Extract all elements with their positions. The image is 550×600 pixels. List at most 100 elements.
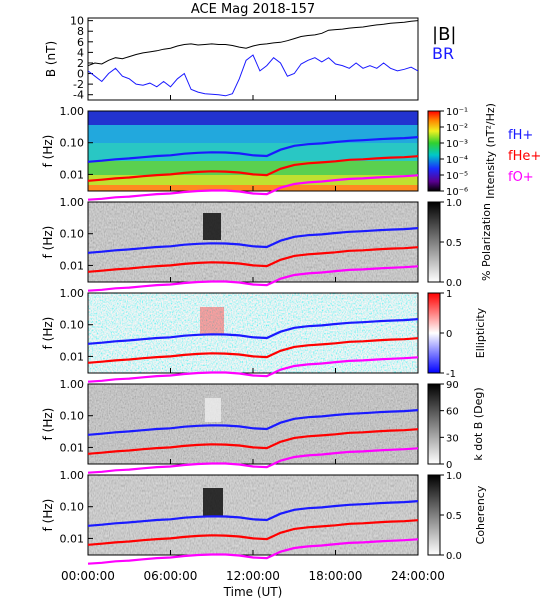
- freq-y-tick-label: 0.01: [60, 168, 85, 181]
- colorbar-intensity: [427, 110, 441, 192]
- x-axis: 00:00:00 06:00:00 12:00:00 18:00:00 24:00:00: [61, 95, 445, 583]
- gyro-line-fhe-plus: [87, 337, 419, 364]
- gyro-line-fhe-plus: [87, 519, 419, 546]
- panel-polarization: [87, 201, 441, 283]
- b-y-tick-label: 8: [77, 25, 84, 38]
- gyro-line-fo-plus: [87, 356, 419, 383]
- colorbar-ellipticity: [427, 292, 441, 374]
- gyro-line-fhe-plus: [87, 428, 419, 455]
- colorbar-tick-label: -1: [446, 369, 456, 380]
- colorbar-tick-label: 10⁻⁶: [446, 187, 468, 198]
- b-y-tick-label: 0: [77, 68, 84, 81]
- legend-b-magnitude: |B|: [432, 24, 456, 45]
- gyro-line-fo-plus: [87, 174, 419, 201]
- colorbar-tick-label: 30: [446, 433, 459, 444]
- colorbar-tick-label: 10⁻¹: [446, 107, 468, 118]
- colorbar-intensity-label: Intensity (nT²/Hz): [484, 103, 497, 199]
- legend-f-h-plus: fH+: [508, 128, 533, 143]
- panel-coherency: [87, 474, 441, 556]
- colorbar-tick-label: 1: [446, 289, 452, 300]
- legend-b-radial: BR: [432, 44, 454, 63]
- b-y-tick-label: 10: [70, 15, 84, 28]
- colorbar-coherency-label: Coherency: [474, 485, 487, 544]
- freq-y-tick-label: 1.00: [60, 196, 85, 209]
- colorbar-tick-label: 0: [446, 329, 452, 340]
- freq-y-tick-label: 1.00: [60, 469, 85, 482]
- freq-y-axis-label: f (Hz): [41, 135, 55, 168]
- spectrogram-axes: 1.00 0.10 0.01 f (Hz) 1.00 0.10 0.01 f (Hz) 1.00…: [41, 105, 93, 545]
- colorbar-tick-label: 10⁻³: [446, 139, 468, 150]
- colorbar-tick-label: 0.5: [446, 238, 462, 249]
- colorbar-polarization-label: % Polarization: [480, 203, 493, 281]
- freq-y-tick-label: 0.10: [60, 137, 85, 150]
- colorbar-tick-label: 0.5: [446, 511, 462, 522]
- x-tick-label: 12:00:00: [226, 569, 280, 583]
- freq-y-tick-label: 0.01: [60, 532, 85, 545]
- x-axis-label: Time (UT): [223, 585, 283, 599]
- b-y-tick-label: 4: [77, 46, 84, 59]
- colorbar-tick-label: 0: [446, 460, 452, 471]
- colorbar-tick-label: 10⁻⁵: [446, 171, 468, 182]
- colorbar-k-dot-b-label: k dot B (Deg): [472, 387, 485, 460]
- colorbar-ellipticity-label: Ellipticity: [474, 307, 487, 358]
- x-tick-label: 24:00:00: [391, 569, 445, 583]
- gyro-line-fo-plus: [87, 447, 419, 474]
- freq-y-tick-label: 1.00: [60, 378, 85, 391]
- colorbar-coherency: [427, 474, 441, 556]
- freq-y-tick-label: 0.10: [60, 228, 85, 241]
- gyro-line-fh-plus: [87, 409, 419, 436]
- series-line-b-magnitude: [88, 20, 418, 67]
- gyro-line-fo-plus: [87, 265, 419, 292]
- colorbar-tick-label: 1.0: [446, 471, 462, 482]
- freq-y-tick-label: 0.10: [60, 319, 85, 332]
- freq-y-tick-label: 0.10: [60, 410, 85, 423]
- colorbar-tick-label: 1.0: [446, 198, 462, 209]
- freq-y-axis-label: f (Hz): [41, 408, 55, 441]
- gyro-line-fh-plus: [87, 500, 419, 527]
- colorbar-polarization: [427, 201, 441, 283]
- series-line-b-radial: [88, 54, 418, 97]
- colorbar-tick-label: 60: [446, 407, 459, 418]
- colorbar-tick-label: 10⁻⁴: [446, 155, 468, 166]
- freq-y-axis-label: f (Hz): [41, 317, 55, 350]
- freq-y-axis-label: f (Hz): [41, 226, 55, 259]
- freq-y-axis-label: f (Hz): [41, 499, 55, 532]
- gyro-line-fh-plus: [87, 227, 419, 254]
- k-dot-b-feature: [205, 398, 221, 422]
- legend-f-o-plus: fO+: [508, 170, 534, 185]
- colorbar-tick-label: 0.0: [446, 551, 462, 562]
- gyrofrequency-lines: [87, 136, 419, 565]
- b-y-tick-label: -4: [73, 89, 84, 102]
- gyro-line-fo-plus: [87, 538, 419, 565]
- panel-ellipticity: [87, 292, 441, 374]
- gyro-line-fh-plus: [87, 136, 419, 163]
- freq-y-tick-label: 0.01: [60, 350, 85, 363]
- b-y-tick-label: -2: [73, 78, 84, 91]
- gyro-line-fhe-plus: [87, 246, 419, 273]
- freq-y-tick-label: 1.00: [60, 287, 85, 300]
- colorbar-k-dot-b: [427, 383, 441, 465]
- b-y-tick-label: 2: [77, 57, 84, 70]
- coherency-feature: [203, 488, 223, 516]
- colorbar-ticks: 10⁻¹10⁻²10⁻³10⁻⁴10⁻⁵10⁻⁶1.00.50.010-1906…: [440, 107, 468, 562]
- colorbar-tick-label: 0.0: [446, 278, 462, 289]
- freq-y-tick-label: 0.01: [60, 441, 85, 454]
- gyro-line-fh-plus: [87, 318, 419, 345]
- legend-f-he-plus: fHe+: [508, 149, 541, 164]
- polarization-feature: [203, 213, 221, 240]
- gyro-line-fhe-plus: [87, 155, 419, 182]
- freq-y-tick-label: 0.10: [60, 501, 85, 514]
- x-tick-label: 18:00:00: [309, 569, 363, 583]
- x-tick-label: 00:00:00: [61, 569, 115, 583]
- chart-title: ACE Mag 2018-157: [191, 2, 315, 17]
- b-y-tick-label: 6: [77, 36, 84, 49]
- freq-y-tick-label: 1.00: [60, 105, 85, 118]
- x-tick-label: 06:00:00: [144, 569, 198, 583]
- panel-k-dot-b: [87, 383, 441, 465]
- freq-y-tick-label: 0.01: [60, 259, 85, 272]
- ellipticity-feature: [200, 307, 224, 335]
- colorbar-tick-label: 10⁻²: [446, 123, 468, 134]
